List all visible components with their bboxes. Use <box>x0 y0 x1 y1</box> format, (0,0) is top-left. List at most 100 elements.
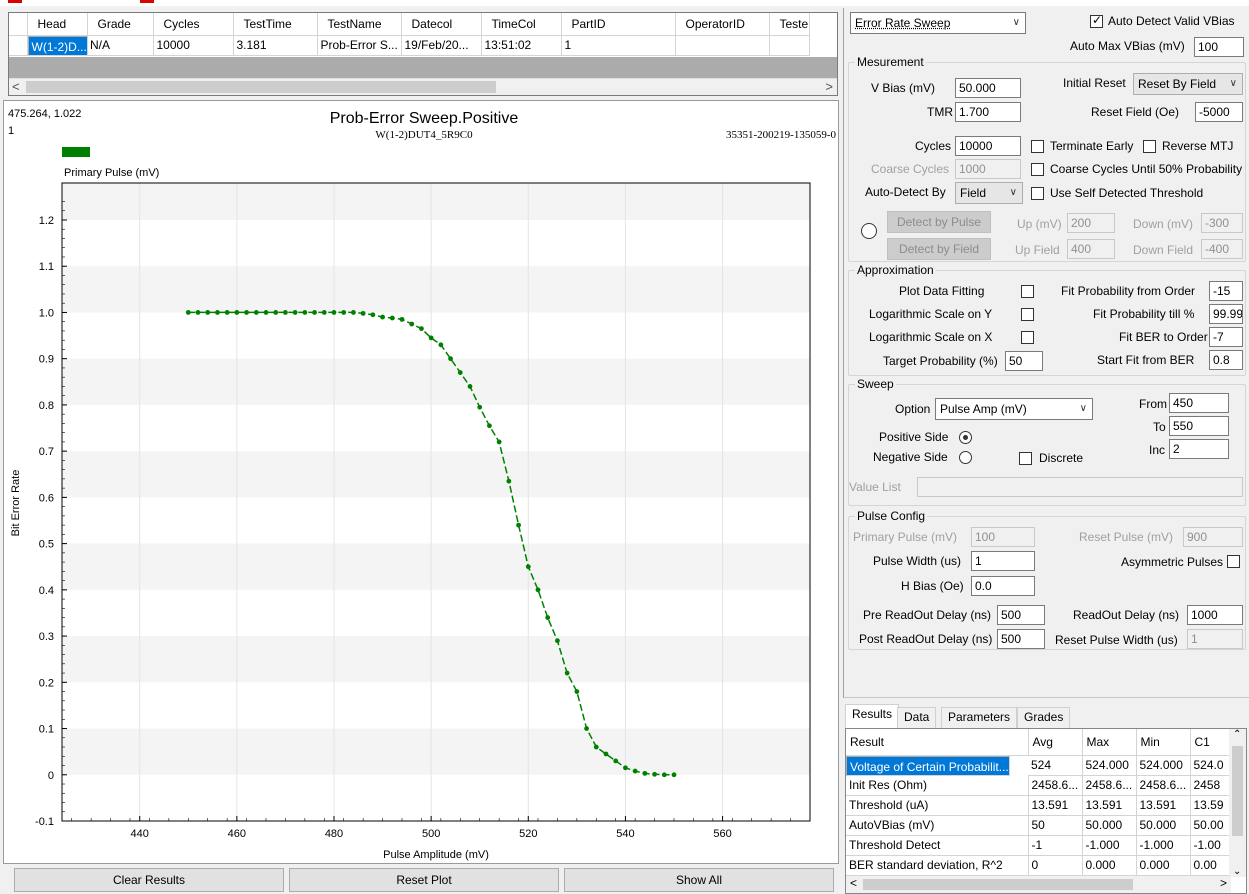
up-field-input[interactable]: 400 <box>1067 239 1115 259</box>
grid-col-header[interactable]: Grade <box>87 13 154 36</box>
value-list-input[interactable] <box>917 477 1243 497</box>
table-row[interactable]: Init Res (Ohm) 2458.6... 2458.6... 2458.6..… <box>846 775 1233 796</box>
grid-col-header[interactable]: TimeCol <box>481 13 562 36</box>
grid-col-header[interactable]: TestTime <box>233 13 318 36</box>
scroll-up-arrow-icon[interactable]: ⌃ <box>1233 729 1242 740</box>
grid-cell[interactable]: 3.181 <box>233 35 318 56</box>
scroll-left-arrow-icon[interactable]: < <box>12 79 20 94</box>
fit-ber-input[interactable]: -7 <box>1209 327 1243 347</box>
auto-max-vbias-input[interactable]: 100 <box>1194 37 1244 57</box>
table-row[interactable]: AutoVBias (mV) 50 50.000 50.000 50.00 <box>846 815 1233 836</box>
show-all-button[interactable]: Show All <box>564 868 834 892</box>
results-col-header[interactable]: Max <box>1082 729 1137 756</box>
plot-fit-checkbox[interactable] <box>1021 285 1034 298</box>
initial-reset-select[interactable]: Reset By Field ∨ <box>1133 73 1243 95</box>
inc-input[interactable]: 2 <box>1169 439 1229 459</box>
grid-col-header[interactable]: Head <box>27 13 88 36</box>
grid-cell[interactable]: Prob-Error S... <box>317 35 402 56</box>
test-results-grid[interactable]: Head Grade Cycles TestTime TestName Datecol Ti… <box>8 12 838 96</box>
vbias-input[interactable]: 50.000 <box>955 78 1021 98</box>
grid-cell[interactable]: 1 <box>561 35 676 56</box>
primary-pulse-input[interactable]: 100 <box>971 527 1035 547</box>
results-table[interactable]: Result Avg Max Min C1 Voltage of Certain Pro… <box>845 728 1247 894</box>
grid-cell[interactable] <box>769 35 810 56</box>
post-readout-input[interactable]: 500 <box>997 629 1045 649</box>
results-cell: 13.591 <box>1082 795 1137 816</box>
results-col-header[interactable]: Avg <box>1028 729 1083 756</box>
grid-cell[interactable]: N/A <box>87 35 154 56</box>
test-mode-select[interactable]: Error Rate Sweep ∨ <box>850 12 1026 34</box>
grid-col-header[interactable]: TestName <box>317 13 402 36</box>
grid-col-header[interactable]: Datecol <box>401 13 482 36</box>
readout-delay-input[interactable]: 1000 <box>1187 605 1243 625</box>
tab-results[interactable]: Results <box>845 704 900 728</box>
tab-grades[interactable]: Grades <box>1017 707 1071 728</box>
start-fit-input[interactable]: 0.8 <box>1209 350 1243 370</box>
negative-side-radio[interactable] <box>959 451 972 464</box>
scrollbar-thumb[interactable] <box>26 81 496 93</box>
detect-by-pulse-button[interactable]: Detect by Pulse <box>887 211 991 233</box>
grid-col-header[interactable]: Teste <box>769 13 810 36</box>
discrete-checkbox[interactable] <box>1019 452 1032 465</box>
to-input[interactable]: 550 <box>1169 416 1229 436</box>
table-row[interactable]: BER standard deviation, R^2 0 0.000 0.000 0.… <box>846 855 1233 876</box>
reset-pulse-input[interactable]: 900 <box>1183 527 1243 547</box>
cycles-input[interactable]: 10000 <box>955 136 1021 156</box>
grid-col-header[interactable]: OperatorID <box>675 13 770 36</box>
log-x-checkbox[interactable] <box>1021 331 1034 344</box>
target-probability-input[interactable]: 50 <box>1005 351 1043 371</box>
reset-plot-button[interactable]: Reset Plot <box>289 868 559 892</box>
from-input[interactable]: 450 <box>1169 393 1229 413</box>
table-row[interactable]: Voltage of Certain Probabilit... 524 524.0… <box>846 755 1233 776</box>
grid-col-header[interactable]: PartID <box>561 13 676 36</box>
pre-readout-input[interactable]: 500 <box>997 605 1045 625</box>
reverse-mtj-checkbox[interactable] <box>1143 140 1156 153</box>
pulse-width-input[interactable]: 1 <box>971 551 1035 571</box>
positive-side-radio[interactable] <box>959 431 972 444</box>
grid-cell[interactable]: W(1-2)D... <box>27 35 88 56</box>
reset-pulse-width-input[interactable]: 1 <box>1187 629 1243 649</box>
terminate-early-checkbox[interactable] <box>1031 140 1044 153</box>
results-col-header[interactable]: Min <box>1136 729 1191 756</box>
grid-cell[interactable]: 19/Feb/20... <box>401 35 482 56</box>
table-row[interactable]: Threshold (uA) 13.591 13.591 13.591 13.59 <box>846 795 1233 816</box>
tab-parameters[interactable]: Parameters <box>941 707 1018 728</box>
hbias-input[interactable]: 0.0 <box>971 576 1035 596</box>
fit-from-input[interactable]: -15 <box>1209 281 1243 301</box>
scroll-right-arrow-icon[interactable]: > <box>825 79 833 94</box>
up-mv-input[interactable]: 200 <box>1067 213 1115 233</box>
grid-cell[interactable]: 13:51:02 <box>481 35 562 56</box>
fit-till-input[interactable]: 99.99 <box>1209 304 1243 324</box>
grid-cell[interactable]: 10000 <box>153 35 234 56</box>
sweep-option-select[interactable]: Pulse Amp (mV) ∨ <box>935 398 1093 420</box>
down-field-input[interactable]: -400 <box>1201 239 1243 259</box>
reset-field-input[interactable]: -5000 <box>1195 102 1243 122</box>
grid-col-header[interactable]: Cycles <box>153 13 234 36</box>
scroll-left-arrow-icon[interactable]: < <box>850 876 858 890</box>
scrollbar-thumb[interactable] <box>1232 746 1243 836</box>
row-header[interactable] <box>9 35 28 56</box>
scrollbar-thumb[interactable] <box>863 879 1133 890</box>
grid-horizontal-scrollbar[interactable]: < > <box>9 78 837 95</box>
coarse-cycles-input[interactable]: 1000 <box>955 159 1021 179</box>
scroll-down-arrow-icon[interactable]: ⌄ <box>1233 866 1242 877</box>
results-horizontal-scrollbar[interactable]: < > <box>846 876 1231 893</box>
results-col-header[interactable]: C1 <box>1190 729 1233 756</box>
auto-detect-by-select[interactable]: Field ∨ <box>955 182 1023 204</box>
scroll-right-arrow-icon[interactable]: > <box>1219 876 1227 890</box>
log-y-checkbox[interactable] <box>1021 308 1034 321</box>
error-rate-chart[interactable]: 475.264, 1.022 1 Prob-Error Sweep.Positi… <box>3 100 839 864</box>
down-mv-input[interactable]: -300 <box>1201 213 1243 233</box>
auto-detect-vbias-checkbox[interactable] <box>1090 13 1103 28</box>
use-self-threshold-checkbox[interactable] <box>1031 187 1044 200</box>
coarse-until-checkbox[interactable] <box>1031 163 1044 176</box>
tab-data[interactable]: Data <box>897 707 937 728</box>
asymmetric-pulses-checkbox[interactable] <box>1227 555 1240 568</box>
grid-cell[interactable] <box>675 35 770 56</box>
table-row[interactable]: Threshold Detect -1 -1.000 -1.000 -1.00 <box>846 835 1233 856</box>
results-vertical-scrollbar[interactable]: ⌃ ⌄ <box>1229 729 1246 877</box>
results-col-header[interactable]: Result <box>846 729 1029 756</box>
detect-by-field-button[interactable]: Detect by Field <box>887 238 991 260</box>
tmr-input[interactable]: 1.700 <box>955 102 1021 122</box>
clear-results-button[interactable]: Clear Results <box>14 868 284 892</box>
